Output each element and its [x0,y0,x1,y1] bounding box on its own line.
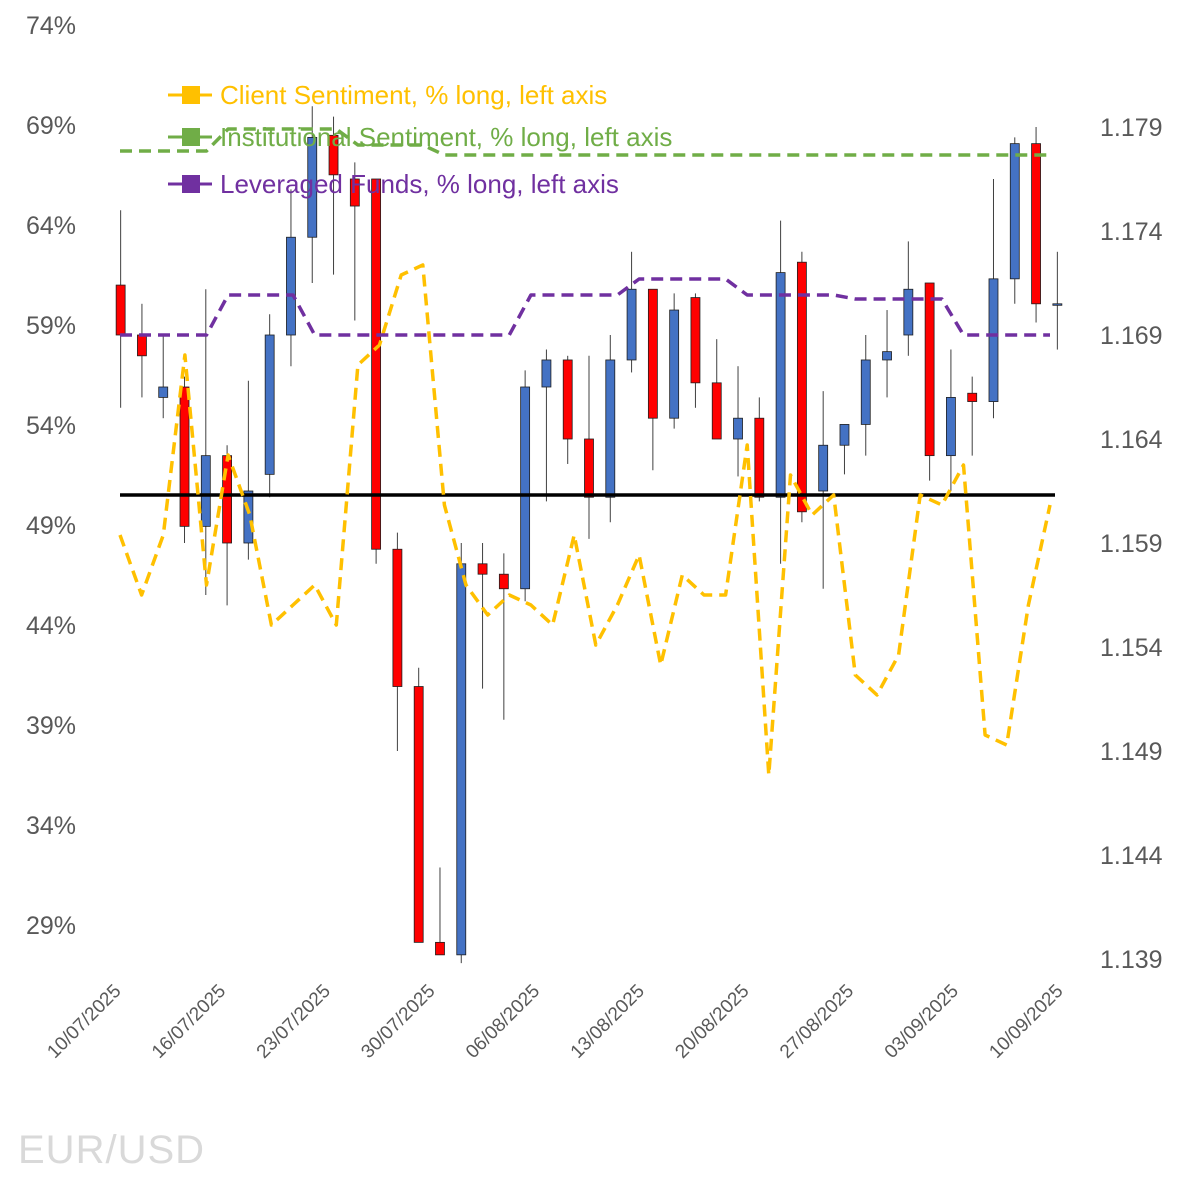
candle-body [754,417,765,498]
candle-body [818,444,829,492]
y-right-tick-label: 1.174 [1100,218,1163,246]
y-left-tick-label: 69% [26,112,76,140]
candle-body [435,941,445,956]
y-left-tick-label: 54% [26,412,76,440]
candle-body [988,278,999,402]
legend-swatch [182,175,200,193]
candle-body [882,351,892,361]
candle-body [626,288,637,361]
x-tick-label: 10/07/2025 [43,981,125,1063]
y-left-tick-label: 29% [26,912,76,940]
candle-body [690,297,701,384]
y-left-tick-label: 49% [26,512,76,540]
candle-body [605,359,616,498]
candle-body [477,563,488,575]
y-left-tick-label: 74% [26,12,76,40]
candle-body [796,261,807,513]
x-tick-label: 27/08/2025 [776,981,858,1063]
x-tick-label: 06/08/2025 [462,981,544,1063]
y-right-axis: 1.179 1.174 1.169 1.164 1.159 1.154 1.149 1.144… [1100,114,1163,974]
candle-body [946,396,956,457]
candle-body [860,359,871,425]
candle-body [243,490,254,544]
candle-body [371,178,382,550]
candlestick-series [115,106,1063,964]
client-sentiment-line [118,263,1052,777]
candle-body [967,392,978,402]
y-left-tick-label: 64% [26,212,76,240]
leveraged-funds-line [120,277,1050,337]
y-left-tick-label: 59% [26,312,76,340]
candle-body [839,424,850,446]
x-axis: 10/07/2025 16/07/2025 23/07/2025 30/07/2025… [43,981,1067,1063]
y-right-tick-label: 1.149 [1100,738,1163,766]
legend-swatch [182,128,200,146]
y-right-tick-label: 1.154 [1100,634,1163,662]
y-right-tick-label: 1.144 [1100,842,1163,870]
candle-body [137,334,147,357]
candle-body [286,236,296,336]
y-right-tick-label: 1.159 [1100,530,1163,558]
y-left-tick-label: 34% [26,812,76,840]
candle-body [392,548,403,687]
x-tick-label: 03/09/2025 [881,981,963,1063]
legend: Client Sentiment, % long, left axis Insti… [168,80,672,199]
y-right-tick-label: 1.179 [1100,114,1163,142]
candle-body [413,686,424,943]
candle-body [179,386,190,527]
candle-body [200,455,211,527]
candle-body [307,136,318,238]
legend-label: Institutional Sentiment, % long, left ax… [220,122,672,152]
candle-body [1031,143,1041,305]
x-tick-label: 13/08/2025 [567,981,649,1063]
candle-body [498,573,509,590]
sentiment-lines [118,127,1052,777]
chart-title: EUR/USD [18,1128,206,1172]
candle-body [541,359,552,388]
candle-body [115,284,126,336]
candle-body [711,382,722,440]
legend-label: Client Sentiment, % long, left axis [220,80,607,110]
candle-body [456,563,467,956]
candle-body [924,282,935,457]
candle-body [647,288,658,419]
y-right-tick-label: 1.169 [1100,322,1163,350]
candle-body [328,134,339,176]
institutional-sentiment-line [120,127,1050,157]
y-right-tick-label: 1.164 [1100,426,1163,454]
candle-body [1052,303,1063,306]
candle-body [562,359,573,440]
x-tick-label: 20/08/2025 [671,981,753,1063]
y-right-tick-label: 1.139 [1100,946,1163,974]
x-tick-label: 23/07/2025 [253,981,335,1063]
x-tick-label: 30/07/2025 [357,981,439,1063]
candle-body [775,272,786,498]
candle-body [520,386,531,590]
candle-body [158,386,169,398]
candle-body [903,288,914,336]
legend-label: Leveraged Funds, % long, left axis [220,169,619,199]
y-left-tick-label: 44% [26,612,76,640]
y-left-tick-label: 39% [26,712,76,740]
x-tick-label: 10/09/2025 [985,981,1067,1063]
candle-body [669,309,680,419]
candle-body [264,334,275,475]
candle-body [349,178,360,207]
candle-body [1009,143,1020,280]
candle-body [733,417,743,440]
y-left-axis: 74% 69% 64% 59% 54% 49% 44% 39% 34% 29% [26,12,76,940]
x-tick-label: 16/07/2025 [148,981,230,1063]
legend-swatch [182,86,200,104]
candle-body [584,438,594,498]
